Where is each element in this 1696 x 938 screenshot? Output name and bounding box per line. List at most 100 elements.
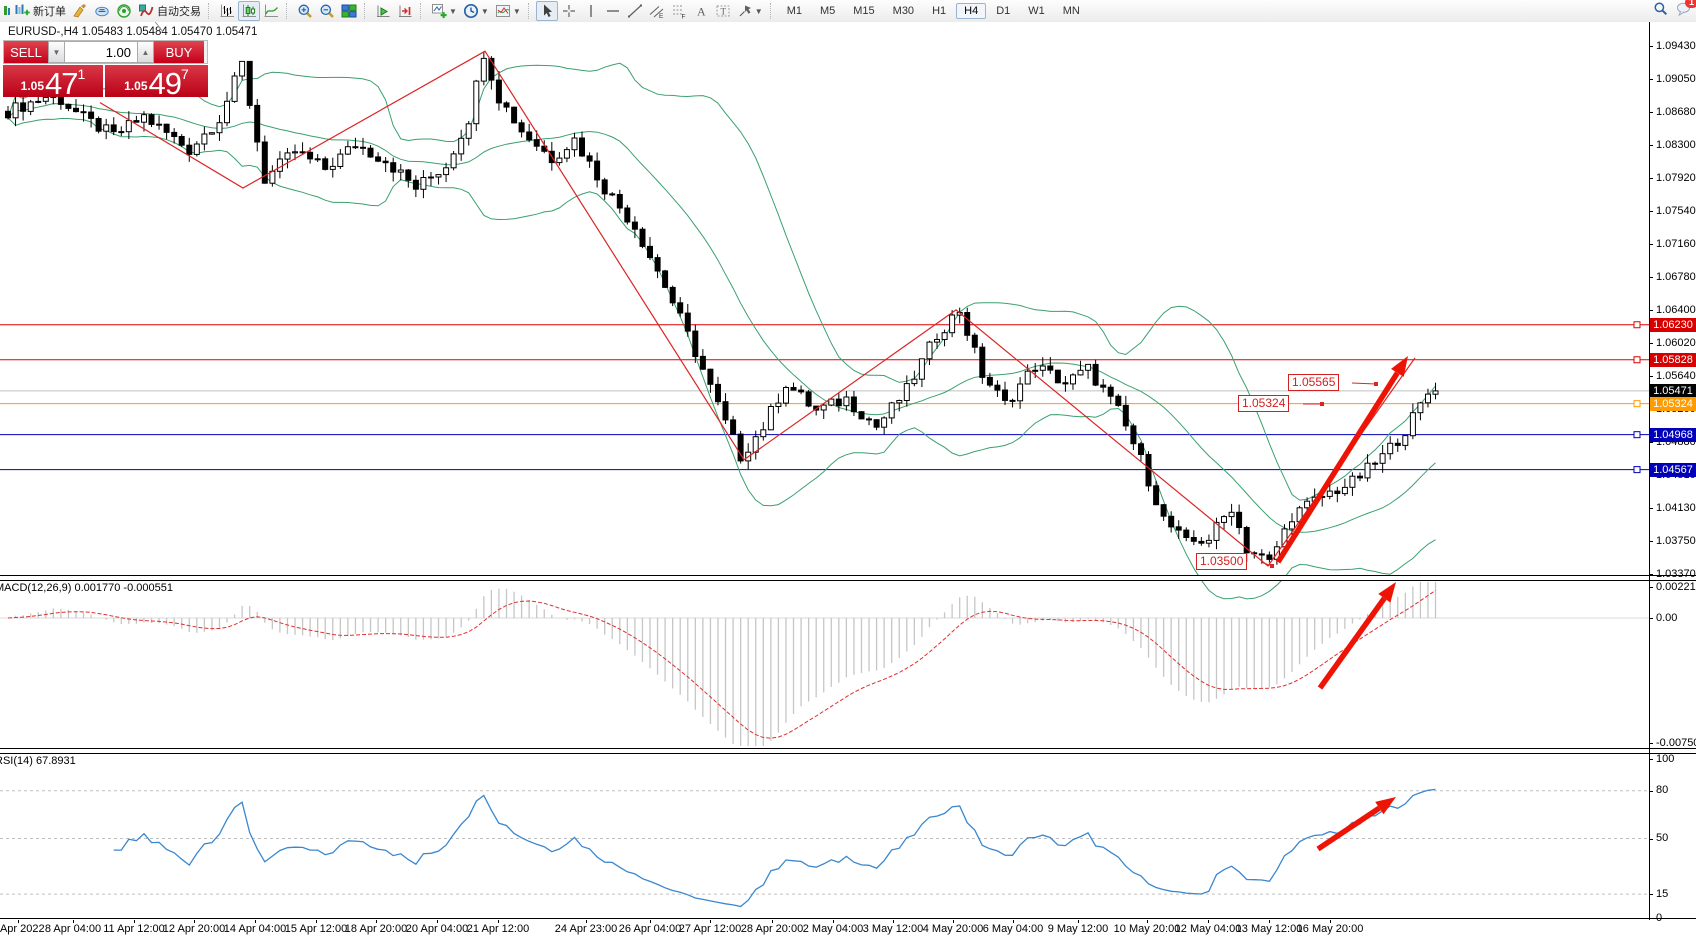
toolbar-separator xyxy=(420,3,425,19)
price-level-badge-1.05828[interactable]: 1.05828 xyxy=(1650,352,1696,367)
price-level-badge-1.04968[interactable]: 1.04968 xyxy=(1650,427,1696,442)
price-tick xyxy=(1649,211,1653,212)
timeframe-h4-button[interactable]: H4 xyxy=(956,3,987,19)
candlestick-chart-button[interactable] xyxy=(238,1,260,21)
trend-arrow-2[interactable] xyxy=(1317,596,1387,690)
candle-body xyxy=(12,102,19,119)
timeframe-m15-button[interactable]: M15 xyxy=(853,5,875,17)
timeframe-m30-button[interactable]: M30 xyxy=(892,5,915,17)
candle-body xyxy=(65,103,72,109)
price-annotation-1.05324[interactable]: 1.05324 xyxy=(1238,395,1290,412)
zoom-out-icon xyxy=(319,3,335,19)
rsi-line[interactable] xyxy=(113,788,1436,908)
zoom-out-button[interactable] xyxy=(316,1,338,21)
cursor-button[interactable] xyxy=(535,1,558,21)
trend-arrow-3[interactable] xyxy=(1316,805,1381,852)
time-tick xyxy=(1208,920,1209,923)
candles-icon xyxy=(241,3,257,19)
candle-body xyxy=(896,400,903,404)
price-level-badge-1.04567[interactable]: 1.04567 xyxy=(1650,462,1696,477)
templates-button[interactable]: ▼ xyxy=(492,1,524,21)
timeframe-m1-button[interactable]: M1 xyxy=(786,5,802,17)
volume-input[interactable] xyxy=(65,41,137,63)
sell-button[interactable]: SELL xyxy=(4,41,48,63)
candle-body xyxy=(1266,554,1273,560)
search-icon[interactable] xyxy=(1653,1,1668,21)
level-line-anchor[interactable] xyxy=(1633,400,1641,408)
rsi-tick xyxy=(1649,894,1653,896)
candle-body xyxy=(1326,490,1333,497)
arrows-dropdown-icon[interactable]: ▼ xyxy=(754,6,763,16)
indicators-dropdown-icon[interactable]: ▼ xyxy=(449,6,457,16)
candle-body xyxy=(171,131,178,138)
styler-button[interactable] xyxy=(69,1,91,21)
panel-separator-macd-rsi[interactable] xyxy=(0,748,1696,754)
level-line-anchor[interactable] xyxy=(1633,321,1641,329)
timeframe-mn-button[interactable]: MN xyxy=(1062,5,1080,17)
line-chart-button[interactable] xyxy=(260,1,282,21)
line-icon xyxy=(263,3,279,19)
timeframe-d1-button[interactable]: D1 xyxy=(996,5,1011,17)
bollinger-lower-band[interactable] xyxy=(7,117,1436,600)
price-annotation-1.03500[interactable]: 1.03500 xyxy=(1196,553,1248,570)
buy-price-display[interactable]: 1.05 49 7 xyxy=(105,65,208,99)
templates-dropdown-icon[interactable]: ▼ xyxy=(512,6,521,16)
price-tick xyxy=(1649,79,1653,80)
candle-body xyxy=(405,169,412,181)
price-annotation-1.05565[interactable]: 1.05565 xyxy=(1288,374,1340,391)
bollinger-upper-band[interactable] xyxy=(7,62,1436,501)
periods-dropdown-icon[interactable]: ▼ xyxy=(480,6,489,16)
level-line-anchor[interactable] xyxy=(1633,431,1641,439)
chat-icon[interactable]: 1 xyxy=(1676,0,1696,22)
price-tick xyxy=(1649,541,1653,542)
trend-arrow-head xyxy=(1375,797,1396,815)
level-line-anchor[interactable] xyxy=(1633,356,1641,364)
arrows-button[interactable]: ▼ xyxy=(734,1,766,21)
vertical-line-button[interactable] xyxy=(580,1,602,21)
level-line-anchor[interactable] xyxy=(1633,466,1641,474)
panel-separator-main-macd[interactable] xyxy=(0,575,1696,581)
timeframe-m5-button[interactable]: M5 xyxy=(819,5,836,17)
equidistant-channel-button[interactable]: E xyxy=(646,1,668,21)
indicators-button[interactable]: ▼ xyxy=(428,1,460,21)
candle-body xyxy=(284,152,291,160)
sell-price-display[interactable]: 1.05 47 1 xyxy=(3,65,103,99)
text-button[interactable]: A xyxy=(690,1,712,21)
timeframe-h1-button[interactable]: H1 xyxy=(932,5,947,17)
signals-button[interactable] xyxy=(113,1,135,21)
price-level-badge-1.06230[interactable]: 1.06230 xyxy=(1650,317,1696,332)
chart-fragment-button[interactable] xyxy=(0,1,11,21)
community-button[interactable] xyxy=(91,1,113,21)
tile-windows-button[interactable] xyxy=(338,1,360,21)
bollinger-middle-band[interactable] xyxy=(7,103,1436,533)
candle-body xyxy=(488,57,495,81)
chart-canvas[interactable] xyxy=(0,22,1649,920)
time-tick-label: 28 Apr 20:00 xyxy=(740,923,804,935)
trendline-button[interactable] xyxy=(624,1,646,21)
annotation-anchor xyxy=(1320,402,1324,406)
text-label-button[interactable]: T xyxy=(712,1,734,21)
new-order-button[interactable]: 新订单 xyxy=(11,1,69,21)
autotrading-button[interactable]: 自动交易 xyxy=(135,1,204,21)
periods-button[interactable]: ▼ xyxy=(460,1,492,21)
zoom-in-button[interactable] xyxy=(294,1,316,21)
crosshair-button[interactable] xyxy=(558,1,580,21)
candle-body xyxy=(1183,529,1190,539)
buy-button[interactable]: BUY xyxy=(154,41,204,63)
candle-body xyxy=(382,160,389,164)
auto-scroll-button[interactable] xyxy=(372,1,394,21)
volume-increase-button[interactable]: ▲ xyxy=(137,41,154,63)
macd-signal-line[interactable] xyxy=(7,589,1436,739)
trend-arrow-1[interactable] xyxy=(1275,371,1400,564)
zigzag-line[interactable] xyxy=(99,50,1416,567)
bar-chart-button[interactable] xyxy=(216,1,238,21)
fibonacci-button[interactable]: F xyxy=(668,1,690,21)
price-tick xyxy=(1649,310,1653,311)
chart-shift-button[interactable] xyxy=(394,1,416,21)
price-level-badge-1.05471[interactable]: 1.05471 xyxy=(1650,383,1696,398)
price-level-badge-1.05324[interactable]: 1.05324 xyxy=(1650,396,1696,411)
timeframe-w1-button[interactable]: W1 xyxy=(1028,5,1045,17)
volume-decrease-button[interactable]: ▼ xyxy=(48,41,65,63)
rsi-indicator-label: RSI(14) 67.8931 xyxy=(0,755,76,767)
horizontal-line-button[interactable] xyxy=(602,1,624,21)
